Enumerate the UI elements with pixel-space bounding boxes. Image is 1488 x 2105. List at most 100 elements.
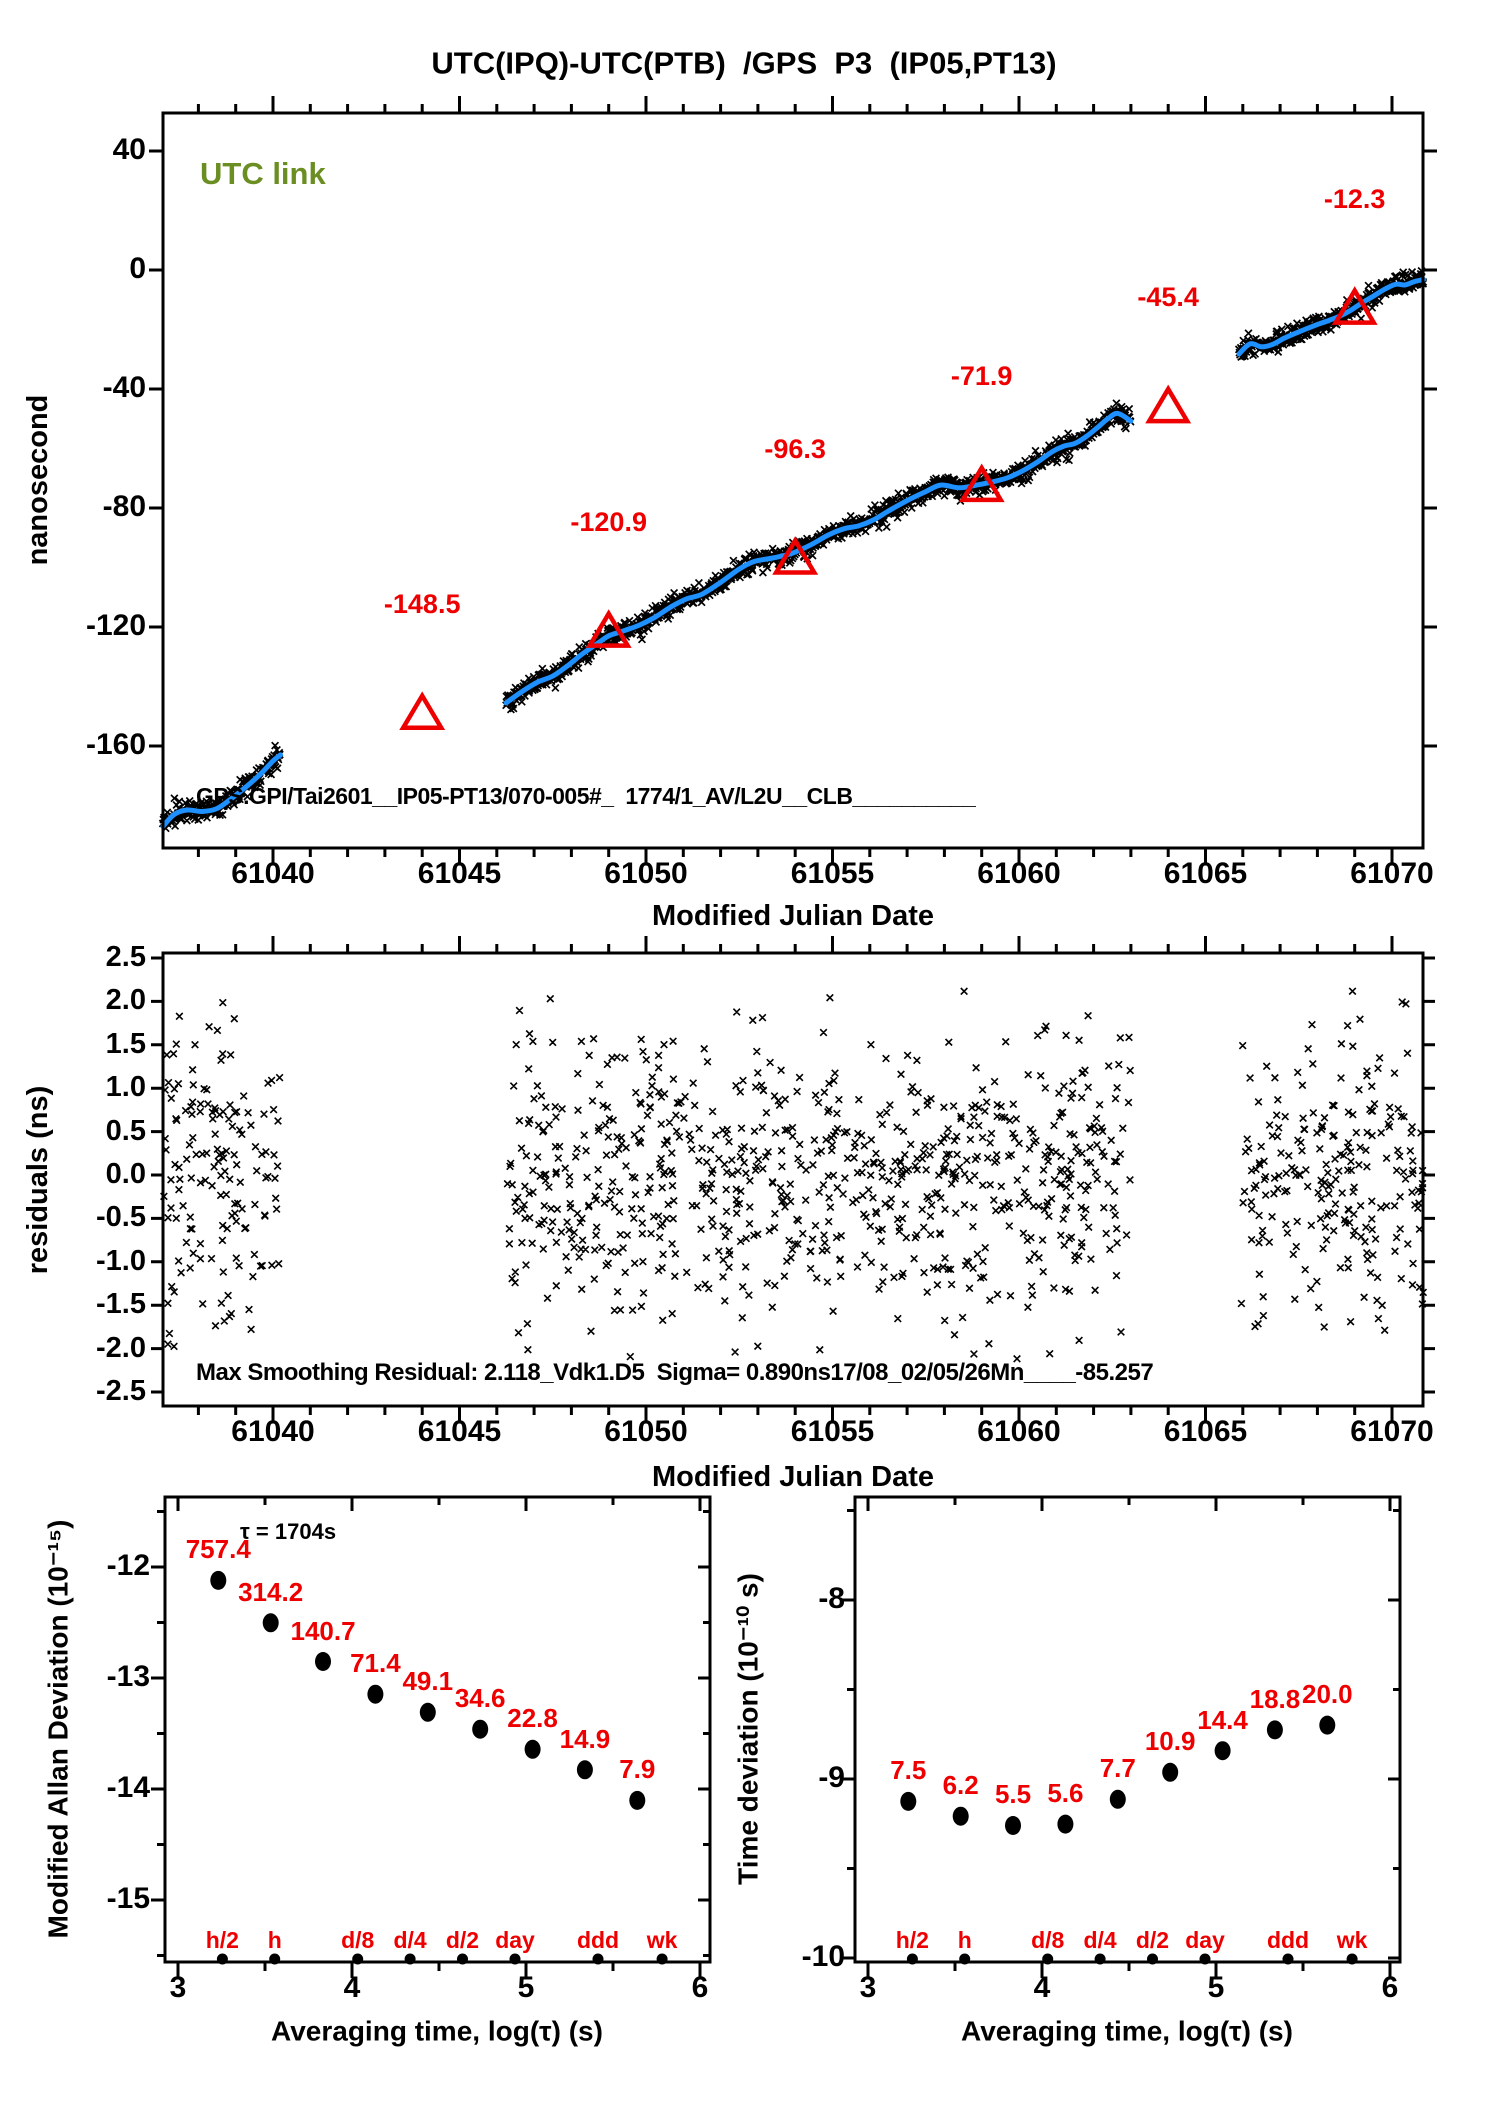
data-point xyxy=(1162,1762,1179,1782)
x-tick-label: 61070 xyxy=(1350,857,1434,890)
y-tick-label: 1.5 xyxy=(105,1027,146,1060)
data-point xyxy=(1109,1789,1126,1809)
data-point-value-label: 22.8 xyxy=(507,1703,558,1734)
calibration-triangle xyxy=(585,609,632,648)
x-tick-label: 61040 xyxy=(231,857,315,890)
data-point-value-label: 14.9 xyxy=(559,1723,611,1754)
dev-panel-frame xyxy=(163,1495,712,1964)
data-point-value-label: 314.2 xyxy=(238,1576,304,1607)
smoothed-line xyxy=(503,410,1134,706)
residuals-panel-frame xyxy=(161,951,1425,1408)
data-point-value-label: 5.5 xyxy=(994,1779,1032,1810)
data-point xyxy=(419,1702,436,1722)
top-panel-annotation: GPS.GPI/Tai2601__IP05-PT13/070-005#_ 177… xyxy=(196,783,976,809)
y-tick-label: -8 xyxy=(818,1582,845,1615)
x-tick-label: 61060 xyxy=(977,857,1061,890)
smoothed-line xyxy=(160,752,283,829)
y-tick-label: 0.0 xyxy=(105,1158,146,1190)
series-markers xyxy=(158,266,1428,833)
data-point-value-label: 10.9 xyxy=(1144,1726,1196,1757)
data-point-value-label: 6.2 xyxy=(942,1770,979,1801)
data-point-value-label: 14.4 xyxy=(1197,1704,1248,1735)
tau-mark-dot xyxy=(457,1953,468,1965)
residuals-panel-ticks xyxy=(151,936,1435,1423)
data-point xyxy=(1214,1741,1231,1761)
x-tick-label: 6 xyxy=(1381,1971,1399,2004)
tdev-panel xyxy=(841,1495,1402,1978)
data-point xyxy=(367,1684,384,1704)
triangle-value-label: -71.9 xyxy=(950,361,1013,392)
tau-mark-dot xyxy=(404,1953,416,1965)
tau-mark-label: day xyxy=(495,1927,535,1953)
data-point xyxy=(262,1613,279,1633)
tau-mark-dot xyxy=(1199,1953,1211,1965)
mdev-y-axis-title: Modified Allan Deviation (10⁻¹⁵) xyxy=(42,1519,74,1939)
tau-mark-label: d/8 xyxy=(341,1927,375,1953)
x-tick-label: 4 xyxy=(343,1971,361,2004)
tau-mark-dot xyxy=(592,1953,604,1965)
x-tick-label: 61045 xyxy=(417,1415,502,1448)
residuals-x-axis-title: Modified Julian Date xyxy=(652,1460,934,1493)
data-point xyxy=(952,1806,969,1826)
tau-mark-label: h xyxy=(267,1927,282,1953)
y-tick-label: 0 xyxy=(129,252,146,285)
top-panel xyxy=(149,96,1437,865)
triangle-value-label: -96.3 xyxy=(764,433,826,464)
top-panel-y-axis-title: nanosecond xyxy=(21,394,54,566)
tau-mark-dot xyxy=(1147,1953,1158,1965)
data-point xyxy=(1319,1715,1336,1735)
x-tick-label: 61050 xyxy=(604,1415,688,1448)
tau-note: τ = 1704s xyxy=(240,1519,337,1544)
top-panel-x-axis-title: Modified Julian Date xyxy=(652,899,934,932)
y-tick-label: -1.0 xyxy=(96,1244,146,1277)
y-tick-label: -15 xyxy=(106,1882,150,1915)
calibration-triangle xyxy=(1331,286,1378,325)
top-panel-frame xyxy=(161,111,1425,850)
y-tick-label: -2.5 xyxy=(96,1375,146,1407)
top-panel-ticks xyxy=(149,96,1437,865)
tau-mark-label: d/2 xyxy=(1135,1927,1170,1953)
mdev-x-axis-title: Averaging time, log(τ) (s) xyxy=(271,2015,603,2047)
data-point-value-label: 140.7 xyxy=(290,1615,356,1646)
data-point-value-label: 34.6 xyxy=(454,1683,506,1714)
dev-panel-frame xyxy=(853,1495,1402,1964)
calibration-triangle xyxy=(399,691,446,731)
y-tick-label: -160 xyxy=(85,728,146,761)
data-point-value-label: 18.8 xyxy=(1249,1683,1301,1714)
x-tick-label: 61055 xyxy=(790,1415,875,1448)
y-tick-label: -12 xyxy=(106,1549,150,1582)
data-point xyxy=(1266,1720,1283,1740)
tau-mark-label: d/4 xyxy=(393,1927,427,1953)
data-point xyxy=(1005,1816,1021,1835)
data-point-value-label: 49.1 xyxy=(402,1666,454,1697)
tau-mark-label: d/2 xyxy=(445,1927,480,1953)
tau-mark-dot xyxy=(906,1953,918,1965)
tau-mark-dot xyxy=(959,1953,971,1965)
y-tick-label: -13 xyxy=(106,1660,150,1693)
data-point xyxy=(576,1760,593,1780)
data-point-value-label: 7.7 xyxy=(1099,1753,1136,1784)
x-tick-label: 3 xyxy=(859,1971,877,2004)
mdev-panel xyxy=(151,1495,712,1978)
data-point-value-label: 757.4 xyxy=(185,1534,251,1565)
data-point-value-label: 71.4 xyxy=(350,1648,401,1679)
tau-mark-dot xyxy=(1346,1953,1358,1965)
tau-mark-dot xyxy=(216,1953,228,1965)
tau-mark-label: ddd xyxy=(576,1927,620,1953)
tau-mark-dot xyxy=(656,1953,668,1965)
tau-mark-label: ddd xyxy=(1266,1927,1310,1953)
data-point-value-label: 5.6 xyxy=(1047,1778,1084,1809)
tau-mark-dot xyxy=(352,1953,364,1965)
data-point xyxy=(1057,1814,1074,1834)
data-point xyxy=(900,1791,917,1811)
dev-panel-ticks xyxy=(151,1497,710,1978)
tau-mark-dot xyxy=(269,1953,281,1965)
x-tick-label: 61070 xyxy=(1350,1415,1434,1448)
calibration-triangle xyxy=(1145,384,1192,424)
tau-mark-label: wk xyxy=(1336,1927,1368,1953)
tau-mark-label: day xyxy=(1185,1927,1225,1953)
data-point xyxy=(472,1719,489,1739)
triangle-value-label: -148.5 xyxy=(383,589,461,620)
